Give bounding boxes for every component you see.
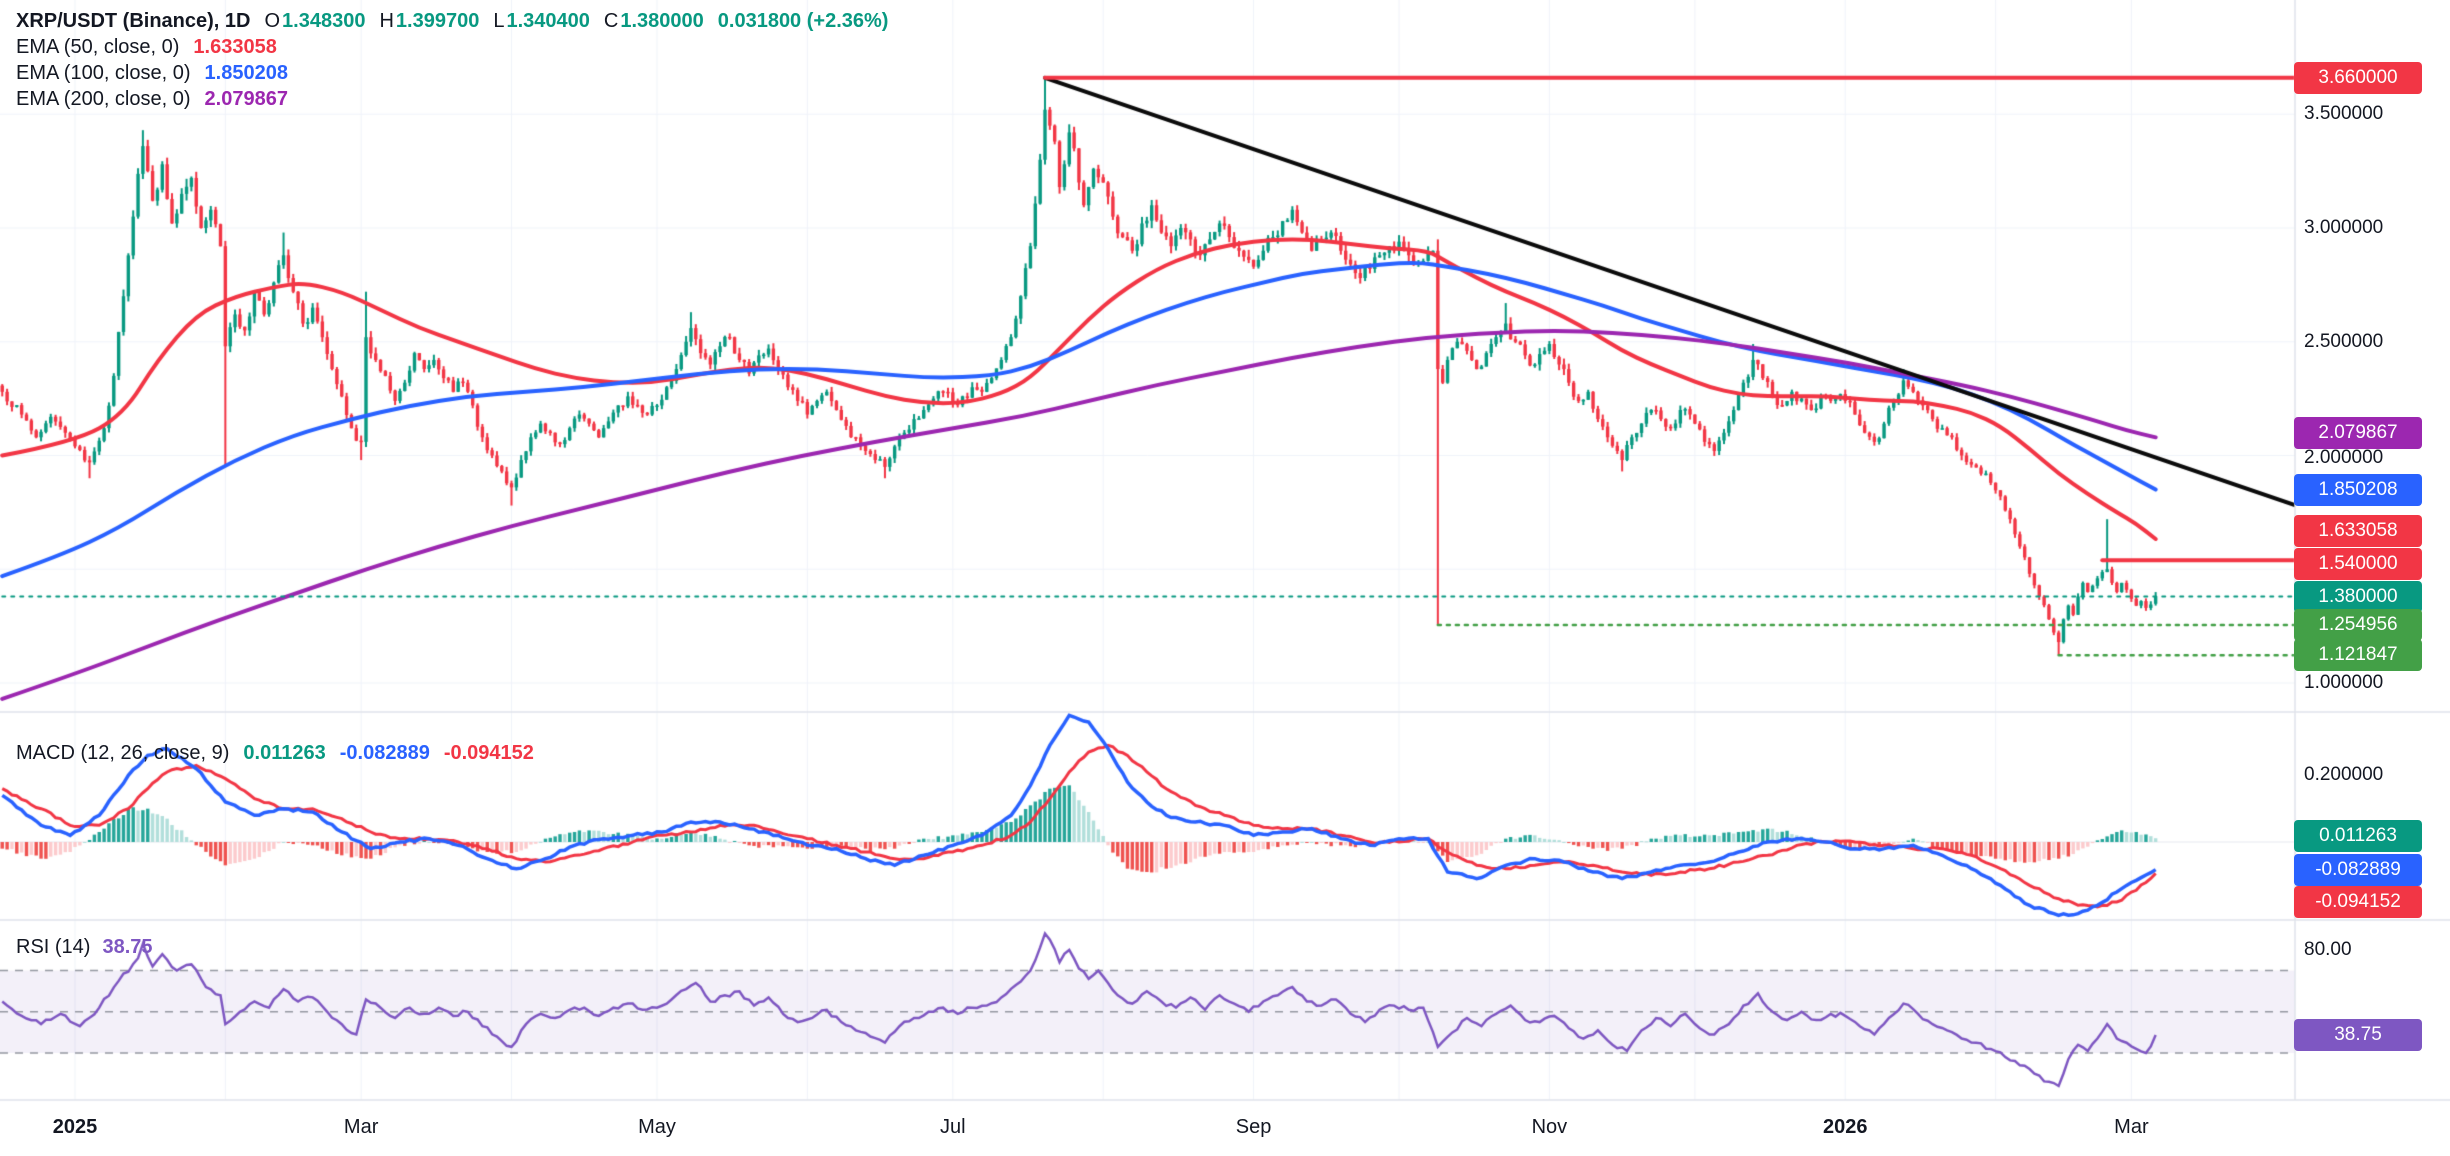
- time-axis-label: 2025: [52, 1116, 98, 1138]
- macd-line-value: -0.082889: [339, 742, 430, 764]
- price-axis-tick: 2.000000: [2304, 446, 2384, 468]
- ema100-label: EMA (100, close, 0): [16, 61, 191, 84]
- legend-price-pane: XRP/USDT (Binance), 1D O 1.348300 H 1.3997…: [16, 8, 888, 112]
- legend-rsi-pane[interactable]: RSI (14) 38.75: [16, 936, 153, 959]
- macd-axis-tick: 0.200000: [2304, 764, 2384, 786]
- rsi-value: 38.75: [102, 936, 153, 958]
- price-axis-badge: 1.540000: [2294, 548, 2422, 581]
- price-axis-badge: 2.079867: [2294, 417, 2422, 450]
- ema50-label: EMA (50, close, 0): [16, 35, 180, 58]
- macd-label: MACD (12, 26, close, 9): [16, 742, 230, 764]
- macd-axis-badge: -0.094152: [2294, 886, 2422, 919]
- legend-ema50-row[interactable]: EMA (50, close, 0) 1.633058: [16, 34, 888, 60]
- price-axis-tick: 3.500000: [2304, 103, 2384, 125]
- price-axis-tick: 1.000000: [2304, 672, 2384, 693]
- ema200-label: EMA (200, close, 0): [16, 87, 191, 110]
- legend-symbol-row[interactable]: XRP/USDT (Binance), 1D O 1.348300 H 1.3997…: [16, 8, 888, 34]
- legend-ema100-row[interactable]: EMA (100, close, 0) 1.850208: [16, 60, 888, 86]
- macd-axis-badge: 0.011263: [2294, 820, 2422, 853]
- time-axis-label: Mar: [2114, 1116, 2149, 1138]
- price-axis-badge: 1.380000: [2294, 580, 2422, 613]
- legend-ema200-row[interactable]: EMA (200, close, 0) 2.079867: [16, 86, 888, 112]
- ema100-value: 1.850208: [204, 61, 288, 84]
- price-axis-badge: 3.660000: [2294, 61, 2422, 94]
- price-axis-tick: 3.000000: [2304, 217, 2384, 238]
- price-axis-badge: 1.850208: [2294, 473, 2422, 506]
- rsi-axis-badge: 38.75: [2294, 1018, 2422, 1051]
- time-axis-label: May: [638, 1116, 676, 1138]
- ema200-value: 2.079867: [204, 87, 288, 110]
- price-axis-badge: 1.121847: [2294, 639, 2422, 672]
- time-axis-label: Jul: [940, 1116, 966, 1138]
- ema50-value: 1.633058: [193, 35, 277, 58]
- ohlc-close: C 1.380000: [603, 9, 704, 32]
- time-axis-label: Mar: [343, 1116, 379, 1138]
- time-axis-label: Nov: [1531, 1116, 1568, 1138]
- macd-hist-value: 0.011263: [243, 742, 326, 764]
- legend-macd-pane[interactable]: MACD (12, 26, close, 9) 0.011263 -0.0828…: [16, 742, 534, 765]
- time-axis-label: 2026: [1823, 1116, 1868, 1138]
- ohlc-low: L 1.340400: [493, 9, 590, 32]
- ohlc-high: H 1.399700: [379, 9, 480, 32]
- change-value: 0.031800 (+2.36%): [717, 9, 889, 32]
- symbol-title: XRP/USDT (Binance), 1D: [16, 9, 251, 32]
- macd-axis-badge: -0.082889: [2294, 853, 2422, 886]
- macd-signal-value: -0.094152: [443, 742, 534, 764]
- price-axis-tick: 2.500000: [2304, 330, 2384, 352]
- price-axis-badge: 1.254956: [2294, 608, 2422, 641]
- ohlc-open: O 1.348300: [264, 9, 366, 32]
- time-axis-label: Sep: [1235, 1116, 1272, 1138]
- price-axis-badge: 1.633058: [2294, 514, 2422, 547]
- rsi-axis-tick: 80.00: [2304, 939, 2352, 960]
- rsi-label: RSI (14): [16, 936, 91, 958]
